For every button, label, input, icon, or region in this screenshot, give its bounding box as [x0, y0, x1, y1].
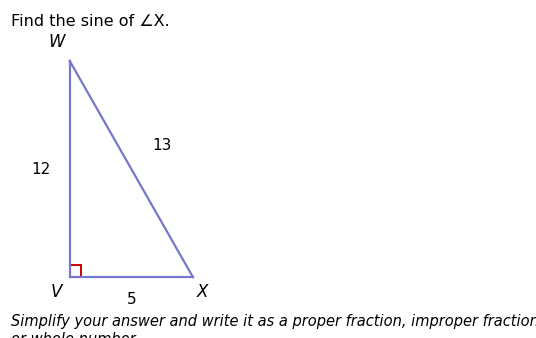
- Text: 12: 12: [32, 162, 51, 176]
- Text: V: V: [50, 283, 62, 301]
- Text: W: W: [48, 33, 64, 51]
- Text: 13: 13: [153, 138, 172, 153]
- Text: Simplify your answer and write it as a proper fraction, improper fraction,
or wh: Simplify your answer and write it as a p…: [11, 314, 536, 338]
- Text: X: X: [197, 283, 209, 301]
- Text: 5: 5: [126, 292, 136, 307]
- Text: Find the sine of ∠X.: Find the sine of ∠X.: [11, 14, 169, 28]
